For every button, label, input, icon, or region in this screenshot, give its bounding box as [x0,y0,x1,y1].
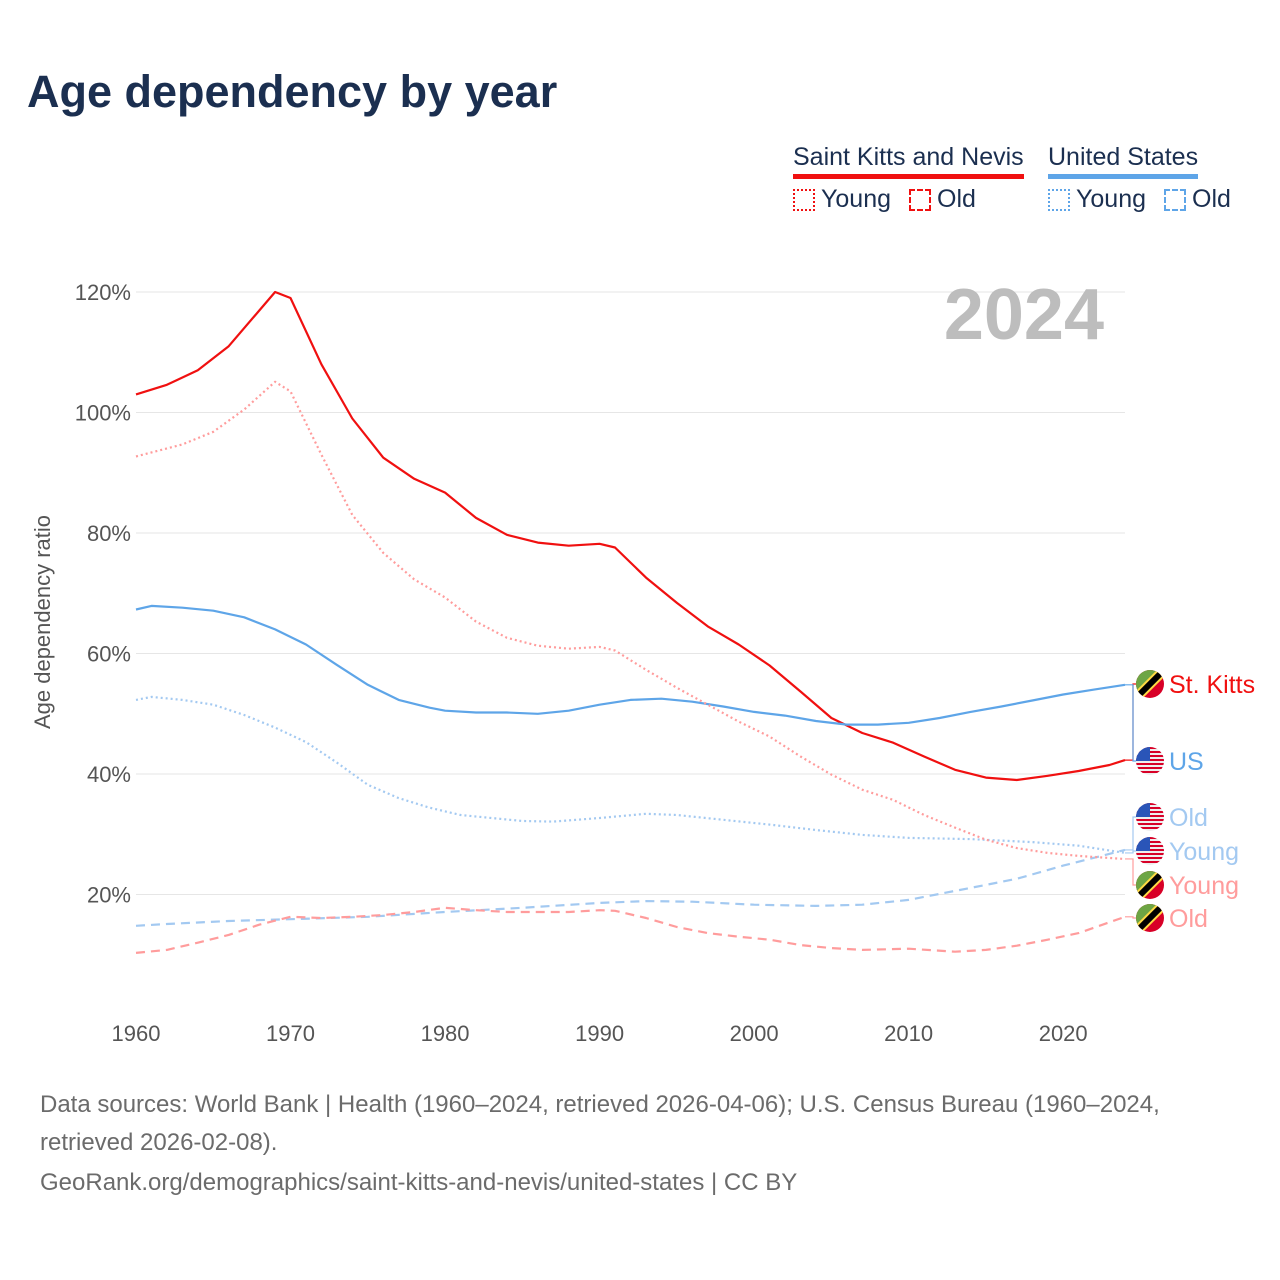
end-label-text: Young [1169,838,1239,866]
flag-canton [1136,803,1150,817]
label-connector [1125,683,1136,761]
x-tick-label: 1980 [421,1021,470,1046]
y-tick-label: 60% [87,642,131,667]
end-label: Young [1136,837,1239,866]
series-line-united-states-total [135,604,1126,726]
flag-black [1136,871,1164,899]
label-connector [1125,858,1136,886]
flag-stripe [1136,823,1164,825]
x-tick-label: 1960 [112,1021,161,1046]
us-flag-icon [1136,747,1164,775]
y-tick-label: 20% [87,883,131,908]
end-label-text: Young [1169,872,1239,900]
x-tick-label: 1970 [266,1021,315,1046]
y-tick-label: 40% [87,762,131,787]
us-flag-icon [1136,837,1164,865]
us-flag-icon [1136,803,1164,831]
y-axis-label: Age dependency ratio [30,515,55,729]
flag-stripe [1136,853,1164,855]
legend-group-label: United States [1048,143,1199,179]
end-label-text: St. Kitts [1169,671,1255,699]
legend-item-old: Old [1192,185,1231,213]
series-line-united-states-old [135,848,1126,927]
flag-stripe [1136,771,1164,773]
end-label: US [1136,747,1204,776]
end-label-text: US [1169,748,1204,776]
legend-saint-kitts[interactable]: Saint Kitts and Nevis Young Old [793,143,1024,214]
x-tick-label: 1990 [575,1021,624,1046]
flag-stripe [1136,819,1164,821]
label-connector [1125,684,1136,762]
label-connector [1125,850,1136,854]
flag-canton [1136,747,1150,761]
dotted-swatch-icon [793,188,815,211]
legend-item-young[interactable]: Young [821,185,891,213]
dotted-swatch-icon [1048,188,1070,211]
series-line-saint-kitts-and-nevis-total [135,290,1126,782]
saint-kitts-flag-icon [1136,871,1164,899]
end-label: Old [1136,803,1208,832]
legend-item-old[interactable]: Old [937,185,976,213]
y-tick-label: 100% [75,401,131,426]
flag-stripe [1136,767,1164,769]
series-line-united-states-young [135,695,1126,854]
x-tick-label: 2010 [884,1021,933,1046]
dashed-swatch-icon [909,188,931,211]
label-connector [1125,816,1136,851]
y-tick-label: 120% [75,280,131,305]
end-label-text: Old [1169,905,1208,933]
end-label: Young [1136,871,1239,900]
flag-stripe [1136,827,1164,829]
flag-black [1136,670,1164,698]
legend-group-label: Saint Kitts and Nevis [793,143,1024,179]
flag-black [1136,904,1164,932]
flag-stripe [1136,763,1164,765]
chart-title: Age dependency by year [27,66,558,117]
x-tick-label: 2000 [730,1021,779,1046]
data-sources: Data sources: World Bank | Health (1960–… [40,1091,1160,1156]
flag-canton [1136,837,1150,851]
dashed-swatch-icon [1164,188,1186,211]
end-label: St. Kitts [1136,670,1255,699]
credit-link[interactable]: GeoRank.org/demographics/saint-kitts-and… [40,1169,798,1196]
year-label: 2024 [943,275,1104,355]
legend-united-states[interactable]: United States Young Old [1048,143,1249,214]
series-line-saint-kitts-and-nevis-old [135,906,1126,954]
y-tick-label: 80% [87,521,131,546]
flag-stripe [1136,861,1164,863]
x-tick-label: 2020 [1039,1021,1088,1046]
end-label-text: Old [1169,804,1208,832]
saint-kitts-flag-icon [1136,670,1164,698]
end-label: Old [1136,904,1208,933]
legend-item-young[interactable]: Young [1076,185,1146,213]
flag-stripe [1136,857,1164,859]
label-connector [1125,916,1136,919]
series-line-saint-kitts-and-nevis-young [135,380,1126,861]
saint-kitts-flag-icon [1136,904,1164,932]
